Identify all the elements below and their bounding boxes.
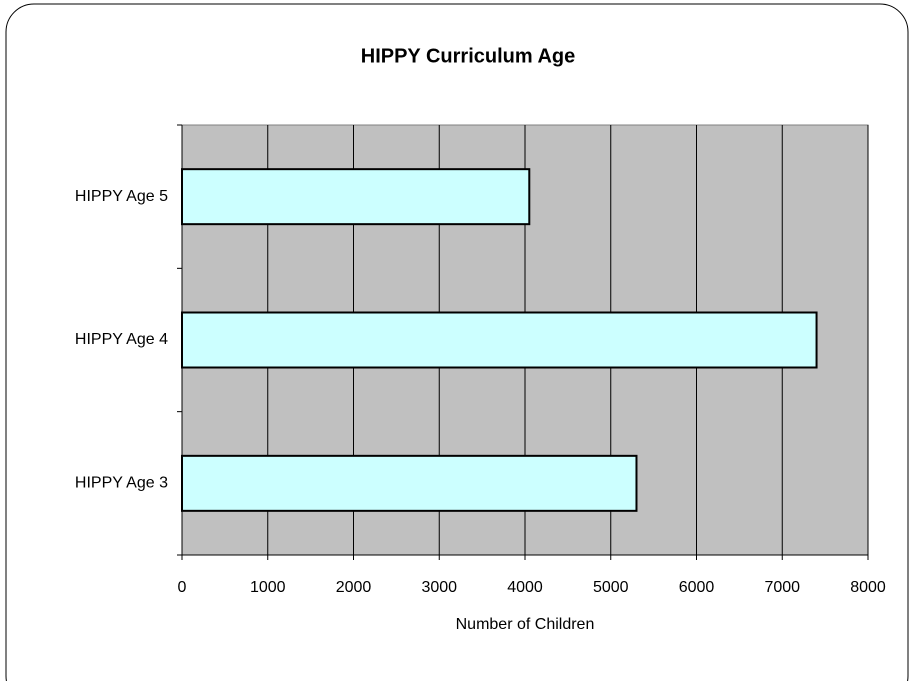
- y-tick-label: HIPPY Age 5: [75, 188, 168, 205]
- x-tick-label: 3000: [421, 579, 457, 596]
- bar: [181, 454, 638, 512]
- y-tick-label: HIPPY Age 4: [75, 331, 168, 348]
- x-tick-label: 4000: [507, 579, 543, 596]
- x-tick-label: 2000: [336, 579, 372, 596]
- bar: [181, 168, 531, 226]
- x-tick-label: 1000: [250, 579, 286, 596]
- chart-title: HIPPY Curriculum Age: [361, 45, 576, 67]
- x-tick-label: 7000: [764, 579, 800, 596]
- x-tick-label: 8000: [850, 579, 886, 596]
- bar: [181, 311, 818, 369]
- x-tick-label: 6000: [679, 579, 715, 596]
- y-tick-label: HIPPY Age 3: [75, 475, 168, 492]
- x-tick-label: 0: [178, 579, 187, 596]
- x-tick-label: 5000: [593, 579, 629, 596]
- x-axis-label: Number of Children: [456, 616, 595, 633]
